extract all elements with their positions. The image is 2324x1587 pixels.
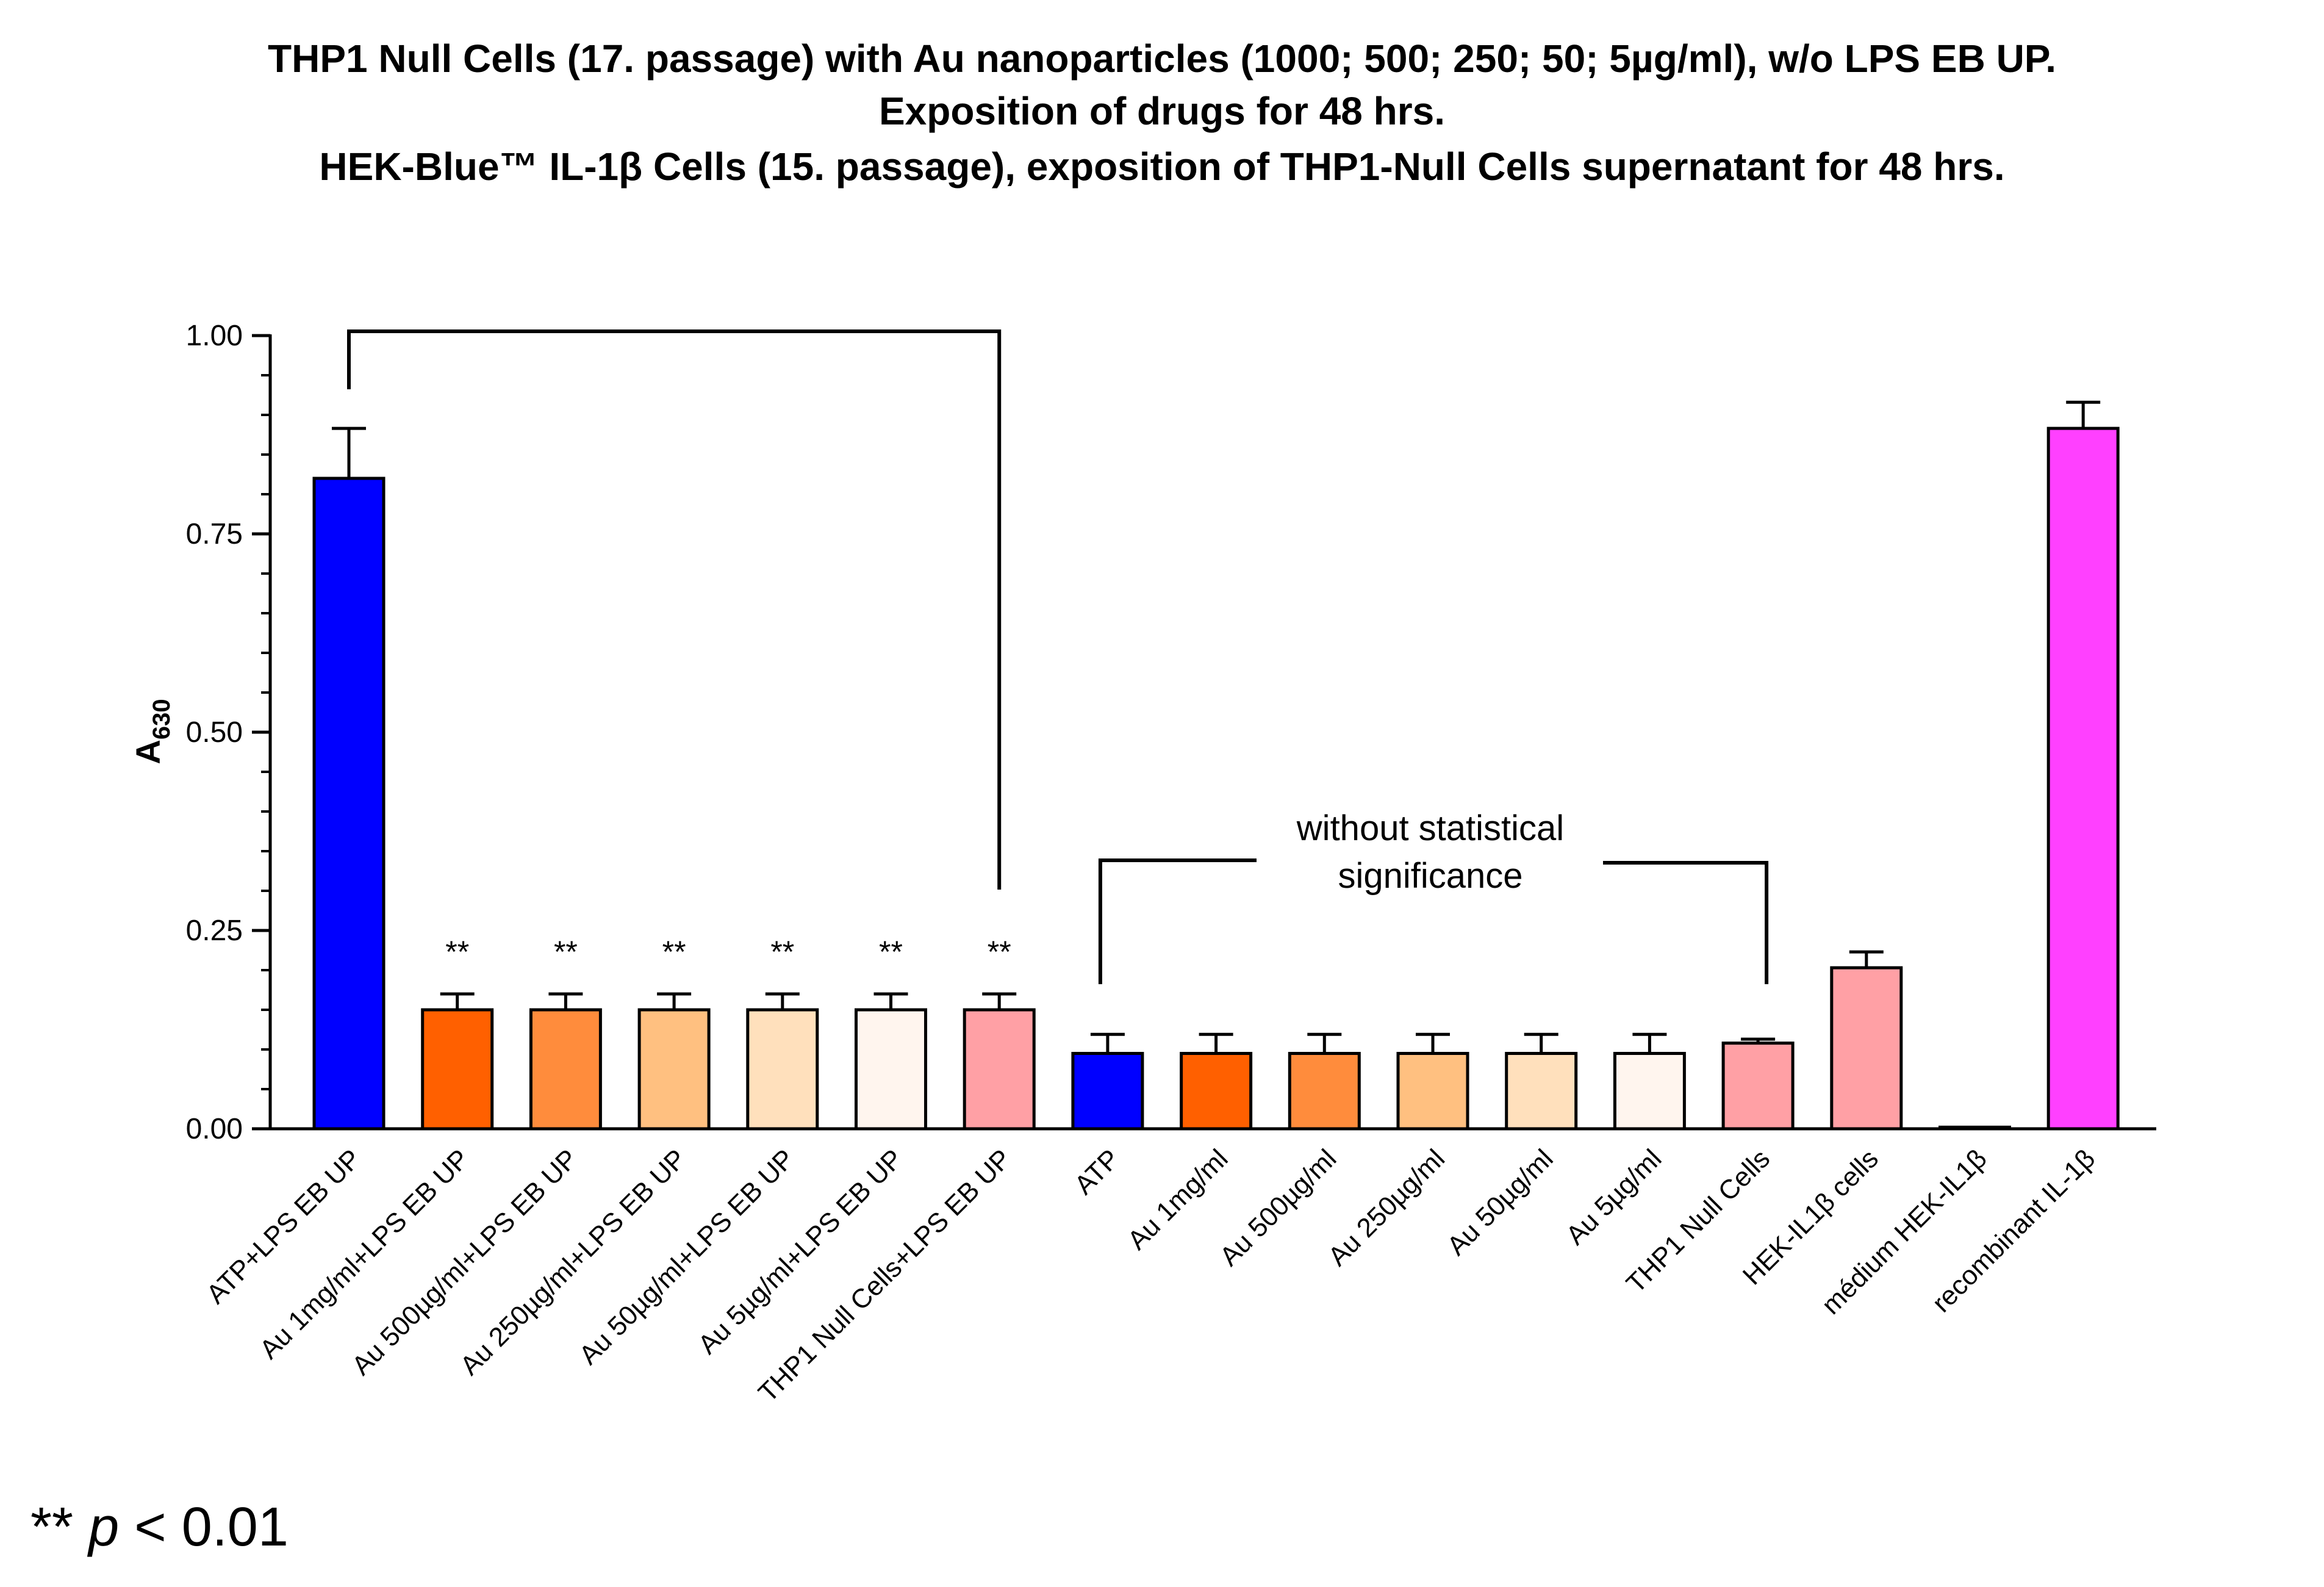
- bar: [421, 1008, 494, 1131]
- chart-title: THP1 Null Cells (17. passage) with Au na…: [268, 37, 2056, 189]
- bar: [1396, 1052, 1469, 1131]
- y-tick-label: 0.50: [186, 716, 243, 749]
- bar: [1613, 1052, 1686, 1131]
- bar: [1721, 1042, 1795, 1131]
- bar: [637, 1008, 711, 1131]
- footnote-stars: **: [30, 1497, 73, 1558]
- significance-marker: **: [770, 935, 794, 969]
- significance-marker: **: [879, 935, 903, 969]
- nonsignificance-bracket-left: [1098, 858, 1257, 984]
- title-line-3: HEK-Blue™ IL-1β Cells (15. passage), exp…: [319, 145, 2004, 189]
- category-label: Au 5µg/ml: [1560, 1143, 1667, 1250]
- bar: [1071, 1052, 1144, 1131]
- nonsignificance-label-line-1: without statistical: [1296, 808, 1564, 848]
- category-label: Au 1mg/ml+LPS EB UP: [254, 1143, 475, 1364]
- significance-marker: **: [988, 935, 1011, 969]
- bar: [1180, 1052, 1253, 1131]
- y-tick-label: 0.00: [186, 1113, 243, 1145]
- significance-marker: **: [554, 935, 578, 969]
- title-line-2: Exposition of drugs for 48 hrs.: [879, 89, 1445, 133]
- bar: [1505, 1052, 1578, 1131]
- title-line-1: THP1 Null Cells (17. passage) with Au na…: [268, 37, 2056, 81]
- nonsignificance-label-line-2: significance: [1338, 856, 1522, 896]
- y-minor-ticks: [261, 374, 270, 1090]
- bar: [1830, 966, 1903, 1131]
- category-label: Au 50µg/ml: [1441, 1143, 1559, 1261]
- bar: [855, 1008, 927, 1131]
- y-axis-label: A630: [129, 699, 175, 764]
- significance-marker: **: [445, 935, 469, 969]
- footnote-threshold: < 0.01: [119, 1497, 289, 1558]
- y-axis-label-sub: 630: [148, 699, 175, 740]
- bar: [1938, 1125, 2011, 1131]
- p-value-footnote: ** p < 0.01: [30, 1497, 289, 1558]
- bar: [312, 477, 386, 1131]
- y-tick-label: 0.25: [186, 915, 243, 947]
- y-axis-label-main: A: [129, 740, 167, 764]
- footnote-p: p: [87, 1497, 119, 1558]
- category-label: Au 500µg/ml+LPS EB UP: [346, 1143, 584, 1381]
- bar: [1288, 1052, 1361, 1131]
- bar: [746, 1008, 819, 1131]
- bar: [529, 1008, 602, 1131]
- category-label: Au 5µg/ml+LPS EB UP: [692, 1143, 908, 1359]
- category-label: Au 250µg/ml+LPS EB UP: [454, 1143, 692, 1381]
- category-label: Au 1mg/ml: [1122, 1143, 1233, 1255]
- nonsignificance-bracket-right: [1603, 861, 1769, 984]
- significance-marker: **: [662, 935, 686, 969]
- category-label: Au 50µg/ml+LPS EB UP: [573, 1143, 800, 1370]
- nonsignificance-bracket: without statistical significance: [1098, 808, 1769, 984]
- category-label: Au 500µg/ml: [1214, 1143, 1342, 1272]
- bar: [963, 1008, 1036, 1131]
- y-tick-label: 0.75: [186, 518, 243, 550]
- category-label: Au 250µg/ml: [1322, 1143, 1451, 1272]
- error-bars: [332, 400, 2101, 1054]
- bars: [312, 426, 2120, 1131]
- significance-bracket: [347, 329, 1002, 890]
- bar: [2046, 426, 2120, 1131]
- significance-markers: ** ** ** ** ** **: [445, 935, 1011, 969]
- significance-bracket-line: [347, 329, 1002, 890]
- y-ticks: 0.00 0.25 0.50 0.75 1.00: [186, 320, 270, 1145]
- y-tick-label: 1.00: [186, 320, 243, 352]
- category-label: ATP: [1069, 1143, 1125, 1200]
